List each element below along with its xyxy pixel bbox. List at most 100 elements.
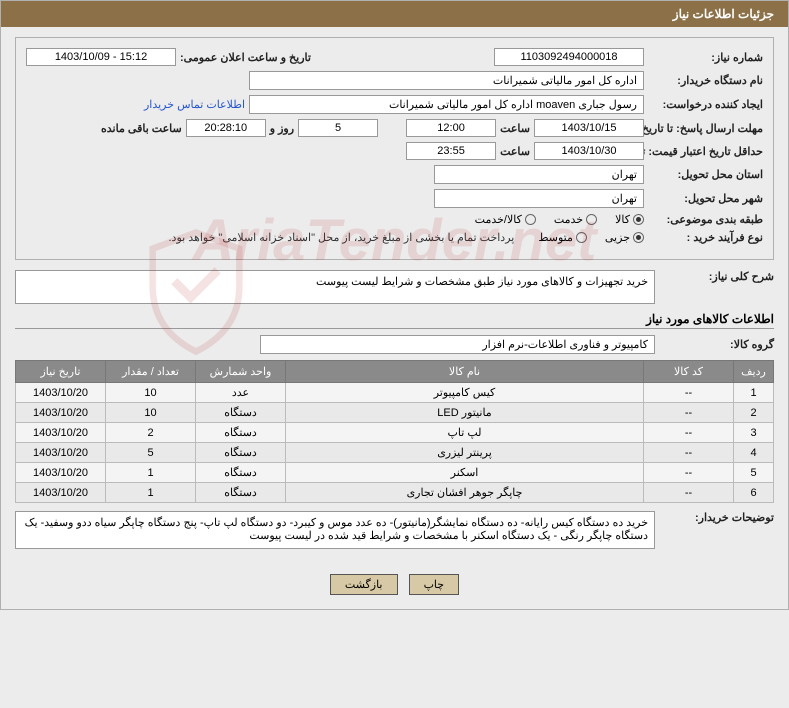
- table-cell: --: [644, 483, 734, 503]
- table-cell: پرینتر لیزری: [286, 443, 644, 463]
- table-cell: 5: [734, 463, 774, 483]
- table-cell: 1403/10/20: [16, 383, 106, 403]
- row-process-type: نوع فرآیند خرید : جزیی متوسط پرداخت تمام…: [26, 231, 763, 244]
- need-number-field: 1103092494000018: [494, 48, 644, 66]
- content-area: AriaTender.net شماره نیاز: 1103092494000…: [1, 27, 788, 564]
- contact-buyer-link[interactable]: اطلاعات تماس خریدار: [144, 98, 245, 111]
- at-label-2: ساعت: [500, 145, 530, 158]
- table-cell: مانیتور LED: [286, 403, 644, 423]
- process-note: پرداخت تمام یا بخشی از مبلغ خرید، از محل…: [169, 231, 515, 244]
- table-header-cell: تعداد / مقدار: [106, 361, 196, 383]
- table-header-cell: ردیف: [734, 361, 774, 383]
- table-row: 2--مانیتور LEDدستگاه101403/10/20: [16, 403, 774, 423]
- requester-label: ایجاد کننده درخواست:: [648, 98, 763, 111]
- table-cell: دستگاه: [196, 483, 286, 503]
- items-section-title: اطلاعات کالاهای مورد نیاز: [15, 312, 774, 329]
- table-header-cell: نام کالا: [286, 361, 644, 383]
- announce-date-field: 15:12 - 1403/10/09: [26, 48, 176, 66]
- table-cell: 2: [106, 423, 196, 443]
- table-row: 3--لپ تاپدستگاه21403/10/20: [16, 423, 774, 443]
- radio-dot-icon: [576, 232, 587, 243]
- table-header-cell: واحد شمارش: [196, 361, 286, 383]
- radio-dot-icon: [525, 214, 536, 225]
- row-deadline-reply: مهلت ارسال پاسخ: تا تاریخ: 1403/10/15 سا…: [26, 119, 763, 137]
- radio-dot-icon: [633, 232, 644, 243]
- delivery-city-label: شهر محل تحویل:: [648, 192, 763, 205]
- row-min-validity: حداقل تاریخ اعتبار قیمت: تا تاریخ: 1403/…: [26, 142, 763, 160]
- radio-partial[interactable]: جزیی: [605, 231, 644, 244]
- table-body: 1--کیس کامپیوترعدد101403/10/202--مانیتور…: [16, 383, 774, 503]
- table-cell: دستگاه: [196, 403, 286, 423]
- table-cell: 10: [106, 383, 196, 403]
- table-cell: لپ تاپ: [286, 423, 644, 443]
- table-cell: 6: [734, 483, 774, 503]
- radio-medium[interactable]: متوسط: [538, 231, 587, 244]
- radio-dot-icon: [586, 214, 597, 225]
- countdown-field: 20:28:10: [186, 119, 266, 137]
- form-panel: شماره نیاز: 1103092494000018 تاریخ و ساع…: [15, 37, 774, 260]
- row-buyer-notes: توضیحات خریدار: خرید ده دستگاه کیس رایان…: [15, 511, 774, 549]
- delivery-city-field: تهران: [434, 189, 644, 208]
- table-row: 5--اسکنردستگاه11403/10/20: [16, 463, 774, 483]
- table-cell: --: [644, 403, 734, 423]
- radio-service[interactable]: خدمت: [554, 213, 597, 226]
- table-header-row: ردیفکد کالانام کالاواحد شمارشتعداد / مقد…: [16, 361, 774, 383]
- min-validity-time: 23:55: [406, 142, 496, 160]
- table-cell: 4: [734, 443, 774, 463]
- buyer-org-field: اداره کل امور مالیاتی شمیرانات: [249, 71, 644, 90]
- table-cell: 3: [734, 423, 774, 443]
- table-cell: 1403/10/20: [16, 483, 106, 503]
- buyer-notes-box: خرید ده دستگاه کیس رایانه- ده دستگاه نما…: [15, 511, 655, 549]
- need-number-label: شماره نیاز:: [648, 51, 763, 64]
- remaining-label: ساعت باقی مانده: [101, 122, 182, 135]
- table-cell: --: [644, 463, 734, 483]
- min-validity-date: 1403/10/30: [534, 142, 644, 160]
- table-cell: دستگاه: [196, 463, 286, 483]
- table-cell: --: [644, 443, 734, 463]
- row-goods-group: گروه کالا: کامپیوتر و فناوری اطلاعات-نرم…: [15, 335, 774, 354]
- process-radio-group: جزیی متوسط: [538, 231, 644, 244]
- table-cell: 1: [734, 383, 774, 403]
- buyer-org-label: نام دستگاه خریدار:: [648, 74, 763, 87]
- table-header-cell: تاریخ نیاز: [16, 361, 106, 383]
- need-desc-box: خرید تجهیزات و کالاهای مورد نیاز طبق مشخ…: [15, 270, 655, 304]
- row-requester: ایجاد کننده درخواست: رسول جباری moaven ا…: [26, 95, 763, 114]
- main-panel: جزئیات اطلاعات نیاز AriaTender.net شماره…: [0, 0, 789, 610]
- category-radio-group: کالا خدمت کالا/خدمت: [475, 213, 644, 226]
- table-cell: 1403/10/20: [16, 403, 106, 423]
- radio-dot-icon: [633, 214, 644, 225]
- table-cell: 1403/10/20: [16, 423, 106, 443]
- row-delivery-city: شهر محل تحویل: تهران: [26, 189, 763, 208]
- table-cell: --: [644, 383, 734, 403]
- table-cell: 10: [106, 403, 196, 423]
- table-cell: 1: [106, 483, 196, 503]
- table-cell: 1403/10/20: [16, 443, 106, 463]
- buyer-notes-label: توضیحات خریدار:: [659, 511, 774, 524]
- back-button[interactable]: بازگشت: [330, 574, 398, 595]
- deadline-reply-label: مهلت ارسال پاسخ: تا تاریخ:: [648, 122, 763, 135]
- radio-goods-service[interactable]: کالا/خدمت: [475, 213, 536, 226]
- delivery-province-label: استان محل تحویل:: [648, 168, 763, 181]
- table-row: 1--کیس کامپیوترعدد101403/10/20: [16, 383, 774, 403]
- table-cell: عدد: [196, 383, 286, 403]
- radio-goods[interactable]: کالا: [615, 213, 644, 226]
- table-cell: 1: [106, 463, 196, 483]
- row-need-number: شماره نیاز: 1103092494000018 تاریخ و ساع…: [26, 48, 763, 66]
- requester-field: رسول جباری moaven اداره کل امور مالیاتی …: [249, 95, 644, 114]
- print-button[interactable]: چاپ: [409, 574, 460, 595]
- header-bar: جزئیات اطلاعات نیاز: [1, 1, 788, 27]
- need-desc-label: شرح کلی نیاز:: [659, 270, 774, 283]
- table-cell: کیس کامپیوتر: [286, 383, 644, 403]
- table-row: 4--پرینتر لیزریدستگاه51403/10/20: [16, 443, 774, 463]
- announce-date-label: تاریخ و ساعت اعلان عمومی:: [180, 51, 311, 64]
- table-cell: چاپگر جوهر افشان تجاری: [286, 483, 644, 503]
- row-buyer-org: نام دستگاه خریدار: اداره کل امور مالیاتی…: [26, 71, 763, 90]
- days-and-label: روز و: [270, 122, 294, 135]
- table-cell: 1403/10/20: [16, 463, 106, 483]
- process-type-label: نوع فرآیند خرید :: [648, 231, 763, 244]
- deadline-reply-date: 1403/10/15: [534, 119, 644, 137]
- deadline-reply-time: 12:00: [406, 119, 496, 137]
- table-cell: اسکنر: [286, 463, 644, 483]
- table-cell: دستگاه: [196, 443, 286, 463]
- items-table: ردیفکد کالانام کالاواحد شمارشتعداد / مقد…: [15, 360, 774, 503]
